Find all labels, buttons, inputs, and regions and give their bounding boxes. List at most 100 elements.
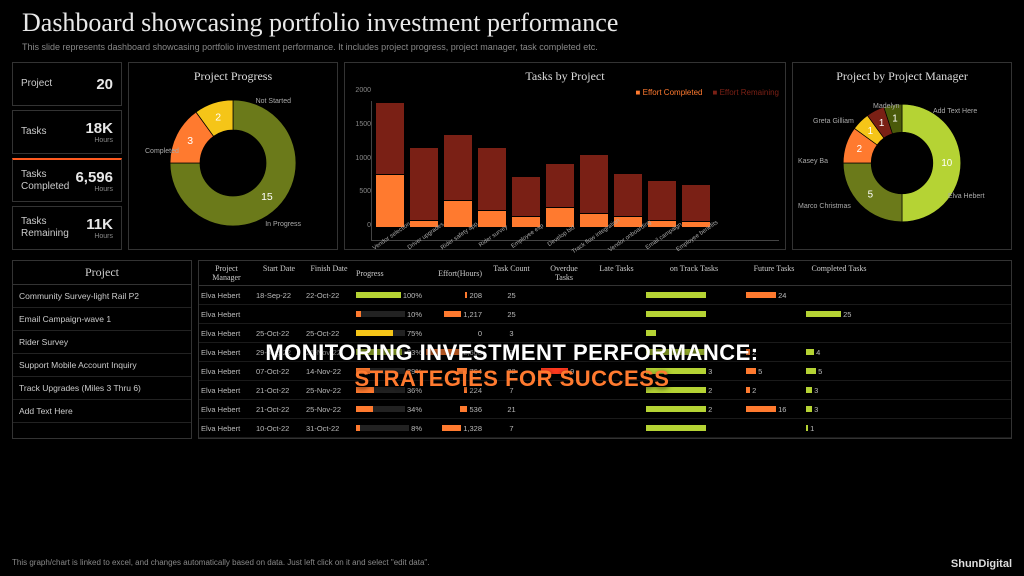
stat-label: Project <box>21 78 52 90</box>
cell-overdue: 9 <box>539 365 589 378</box>
bar-remaining <box>410 148 438 220</box>
cell-start: 25-Oct-22 <box>254 327 304 340</box>
cell-ontrack <box>644 422 744 435</box>
table-row[interactable]: Elva Hebert 10% 1,217 25 25 <box>199 305 1011 324</box>
cell-late <box>589 331 644 335</box>
project-row[interactable]: Track Upgrades (Miles 3 Thru 6) <box>13 377 191 400</box>
footer-note: This graph/chart is linked to excel, and… <box>12 558 429 570</box>
cell-completed: 1 <box>804 422 874 435</box>
manager-label: Elva Hebert <box>948 193 985 200</box>
cell-start: 21-Oct-22 <box>254 403 304 416</box>
cell-effort: 764 <box>424 365 484 378</box>
bar-group: Develop bid <box>546 164 574 240</box>
svg-text:1: 1 <box>892 114 897 125</box>
cell-finish: 25-Nov-22 <box>304 384 354 397</box>
project-row[interactable]: Email Campaign-wave 1 <box>13 308 191 331</box>
cell-ontrack <box>644 346 744 359</box>
cell-late <box>589 426 644 430</box>
col-header: Effort(Hours) <box>424 261 484 285</box>
bar-group: Vendor selection <box>376 103 404 241</box>
svg-text:2: 2 <box>857 144 862 155</box>
cell-finish: 25-Oct-22 <box>304 327 354 340</box>
chart-title: Project by Project Manager <box>799 69 1005 84</box>
cell-start: 21-Oct-22 <box>254 384 304 397</box>
cell-ontrack: 3 <box>644 365 744 378</box>
bar-completed <box>478 211 506 227</box>
cell-future: 24 <box>744 289 804 302</box>
cell-taskcount: 22 <box>484 365 539 378</box>
cell-effort: 0 <box>424 327 484 340</box>
data-table: Project ManagerStart DateFinish DateProg… <box>198 260 1012 439</box>
table-row[interactable]: Elva Hebert 25-Oct-22 25-Oct-22 75% 0 3 <box>199 324 1011 343</box>
table-row[interactable]: Elva Hebert 07-Oct-22 14-Nov-22 29% 764 … <box>199 362 1011 381</box>
bar-remaining <box>580 155 608 214</box>
cell-mgr: Elva Hebert <box>199 403 254 416</box>
cell-mgr: Elva Hebert <box>199 289 254 302</box>
cell-finish: 25-Nov-22 <box>304 403 354 416</box>
cell-completed: 5 <box>804 365 874 378</box>
table-row[interactable]: Elva Hebert 29-Aug-22 25-Nov-22 93% 2,60… <box>199 343 1011 362</box>
cell-finish: 31-Oct-22 <box>304 422 354 435</box>
tasks-legend: Effort Completed Effort Remaining <box>351 88 779 97</box>
legend-item: Effort Completed <box>636 88 703 97</box>
manager-label: Marco Christmas <box>798 203 851 210</box>
stat-box: Project 20 <box>12 62 122 106</box>
col-header: Finish Date <box>304 261 354 285</box>
cell-progress: 34% <box>354 403 424 416</box>
table-row[interactable]: Elva Hebert 21-Oct-22 25-Nov-22 34% 536 … <box>199 400 1011 419</box>
cell-progress: 10% <box>354 308 424 321</box>
cell-taskcount: 7 <box>484 422 539 435</box>
cell-overdue <box>539 407 589 411</box>
stat-label: Tasks Remaining <box>21 216 86 240</box>
dashboard-content: Project 20Tasks 18KHoursTasks Completed … <box>0 56 1024 256</box>
cell-overdue <box>539 426 589 430</box>
bar-remaining <box>478 148 506 210</box>
bar-group: Rider safety app <box>444 135 472 240</box>
bar-remaining <box>648 181 676 220</box>
legend-item: Effort Remaining <box>713 88 780 97</box>
bar-label: Rider survey <box>478 224 509 248</box>
cell-mgr: Elva Hebert <box>199 384 254 397</box>
cell-start: 07-Oct-22 <box>254 365 304 378</box>
cell-effort: 224 <box>424 384 484 397</box>
project-list-header: Project <box>13 261 191 285</box>
cell-start <box>254 312 304 316</box>
table-row[interactable]: Elva Hebert 10-Oct-22 31-Oct-22 8% 1,328… <box>199 419 1011 438</box>
project-row[interactable]: Rider Survey <box>13 331 191 354</box>
chart-title: Tasks by Project <box>351 69 779 84</box>
bar-completed <box>580 214 608 227</box>
cell-mgr: Elva Hebert <box>199 308 254 321</box>
project-by-manager-panel: Project by Project Manager 1052111 Elva … <box>792 62 1012 250</box>
header: Dashboard showcasing portfolio investmen… <box>0 0 1024 56</box>
cell-taskcount: 3 <box>484 327 539 340</box>
cell-progress: 75% <box>354 327 424 340</box>
page-subtitle: This slide represents dashboard showcasi… <box>22 42 1002 52</box>
project-row[interactable]: Community Survey-light Rail P2 <box>13 285 191 308</box>
progress-donut: 1532 Completed Not Started In Progress <box>135 88 331 238</box>
cell-effort: 1,328 <box>424 422 484 435</box>
seg-label-notstarted: Not Started <box>256 98 291 105</box>
cell-effort: 1,217 <box>424 308 484 321</box>
project-row[interactable]: Add Text Here <box>13 400 191 423</box>
stat-value: 18KHours <box>85 120 113 144</box>
cell-overdue <box>539 350 589 354</box>
cell-effort: 536 <box>424 403 484 416</box>
cell-completed: 3 <box>804 403 874 416</box>
table-row[interactable]: Elva Hebert 18-Sep-22 22-Oct-22 100% 208… <box>199 286 1011 305</box>
svg-text:5: 5 <box>868 189 874 200</box>
cell-taskcount: 25 <box>484 308 539 321</box>
table-row[interactable]: Elva Hebert 21-Oct-22 25-Nov-22 36% 224 … <box>199 381 1011 400</box>
stat-value: 6,596Hours <box>75 169 113 193</box>
bar-group: Driver upgrades <box>410 148 438 240</box>
cell-progress: 36% <box>354 384 424 397</box>
brand-label: ShunDigital <box>951 558 1012 570</box>
footer: This graph/chart is linked to excel, and… <box>12 558 1012 570</box>
bar-label: Develop bid <box>547 225 576 248</box>
bar-label: Employee exp <box>510 223 545 250</box>
table-header: Project ManagerStart DateFinish DateProg… <box>199 261 1011 286</box>
svg-text:10: 10 <box>941 158 952 169</box>
project-row[interactable]: Support Mobile Account Inquiry <box>13 354 191 377</box>
cell-late <box>589 369 644 373</box>
col-header: Late Tasks <box>589 261 644 285</box>
cell-future <box>744 312 804 316</box>
